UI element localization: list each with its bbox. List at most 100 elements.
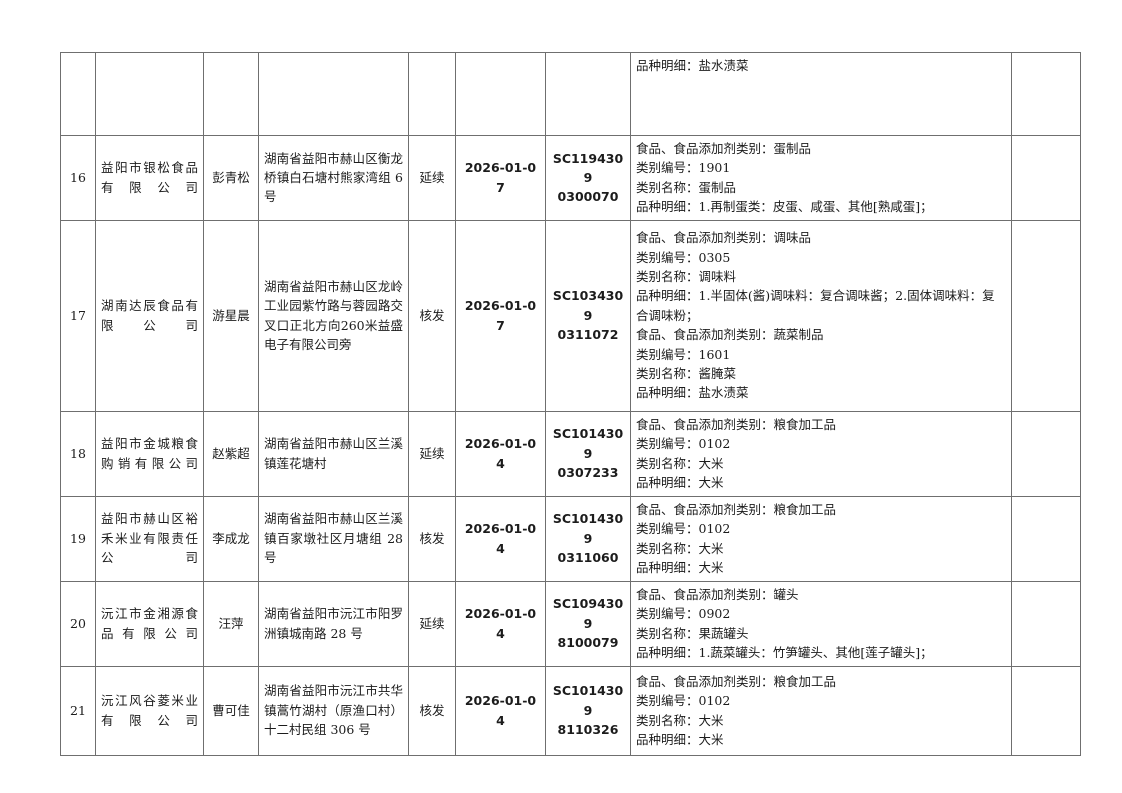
cell-address: 湖南省益阳市赫山区衡龙桥镇白石塘村熊家湾组 6 号 — [258, 135, 409, 221]
cell-index: 17 — [60, 219, 96, 412]
cell-approval-type: 延续 — [408, 135, 456, 221]
cell-date: 2026-01-04 — [455, 410, 546, 497]
cell-person: 李成龙 — [203, 495, 259, 582]
cell-remark — [1011, 495, 1081, 582]
cell-company: 益阳市赫山区裕禾米业有限责任公司 — [95, 495, 204, 582]
cell-address: 湖南省益阳市沅江市阳罗洲镇城南路 28 号 — [258, 580, 409, 667]
table-row: 18 益阳市金城粮食购销有限公司 赵紫超 湖南省益阳市赫山区兰溪镇莲花塘村 延续… — [60, 410, 1081, 497]
license-code-line-1: SC1034309 — [552, 288, 624, 323]
cell-approval-type: 延续 — [408, 580, 456, 667]
license-code-line-2: 0311060 — [557, 550, 619, 566]
detail-line: 食品、食品添加剂类别：粮食加工品 — [636, 673, 837, 689]
license-code-line-1: SC1194309 — [552, 150, 624, 186]
license-code-line-1: SC1014309 — [552, 511, 624, 546]
cell-company — [95, 52, 204, 136]
cell-food-details: 食品、食品添加剂类别：粮食加工品 类别编号：0102 类别名称：大米 品种明细：… — [630, 665, 1012, 756]
cell-index: 18 — [60, 410, 96, 497]
detail-line: 类别名称：大米 — [636, 712, 724, 728]
detail-line: 食品、食品添加剂类别：罐头 — [636, 586, 799, 602]
detail-line: 类别编号：0102 — [636, 521, 731, 537]
table-row: 21 沅江风谷菱米业有限公司 曹可佳 湖南省益阳市沅江市共华镇蒿竹湖村（原渔口村… — [60, 665, 1081, 756]
detail-line: 食品、食品添加剂类别：调味品 — [636, 230, 812, 246]
cell-index: 21 — [60, 665, 96, 756]
detail-line: 食品、食品添加剂类别：粮食加工品 — [636, 501, 837, 517]
license-code-line-2: 8100079 — [557, 635, 619, 651]
cell-company: 湖南达辰食品有限公司 — [95, 219, 204, 412]
table-row: 17 湖南达辰食品有限公司 游星晨 湖南省益阳市赫山区龙岭工业园紫竹路与蓉园路交… — [60, 219, 1081, 412]
cell-food-details: 食品、食品添加剂类别：粮食加工品 类别编号：0102 类别名称：大米 品种明细：… — [630, 495, 1012, 582]
cell-remark — [1011, 410, 1081, 497]
cell-approval-type: 核发 — [408, 665, 456, 756]
cell-index: 19 — [60, 495, 96, 582]
cell-food-details: 品种明细：盐水渍菜 — [630, 52, 1012, 136]
detail-line: 类别编号：0902 — [636, 606, 731, 622]
detail-line: 类别名称：大米 — [636, 540, 724, 556]
cell-food-details: 食品、食品添加剂类别：粮食加工品 类别编号：0102 类别名称：大米 品种明细：… — [630, 410, 1012, 497]
table-row: 19 益阳市赫山区裕禾米业有限责任公司 李成龙 湖南省益阳市赫山区兰溪镇百家墩社… — [60, 495, 1081, 582]
detail-line: 品种明细：1.蔬菜罐头：竹笋罐头、其他[莲子罐头]； — [636, 644, 933, 660]
cell-date — [455, 52, 546, 136]
detail-line: 品种明细：盐水渍菜 — [636, 58, 749, 73]
detail-line: 类别名称：果蔬罐头 — [636, 625, 749, 641]
cell-food-details: 食品、食品添加剂类别：罐头 类别编号：0902 类别名称：果蔬罐头 品种明细：1… — [630, 580, 1012, 667]
detail-line: 品种明细：大米 — [636, 474, 724, 490]
cell-date: 2026-01-07 — [455, 135, 546, 221]
detail-line: 品种明细：1.再制蛋类：皮蛋、咸蛋、其他[熟咸蛋]； — [636, 199, 933, 215]
table-body: 品种明细：盐水渍菜 16 益阳市银松食品有限公司 彭青松 湖南省益阳市赫山区衡龙… — [60, 52, 1081, 756]
cell-approval-type — [408, 52, 456, 136]
cell-remark — [1011, 52, 1081, 136]
cell-address: 湖南省益阳市赫山区兰溪镇百家墩社区月塘组 28 号 — [258, 495, 409, 582]
cell-approval-type: 核发 — [408, 495, 456, 582]
cell-address: 湖南省益阳市沅江市共华镇蒿竹湖村（原渔口村）十二村民组 306 号 — [258, 665, 409, 756]
detail-line: 类别编号：0305 — [636, 249, 731, 265]
cell-date: 2026-01-04 — [455, 665, 546, 756]
cell-license-code: SC1034309 0311072 — [545, 219, 631, 412]
license-code-line-2: 0311072 — [557, 327, 619, 343]
license-code-line-2: 0300070 — [557, 189, 619, 205]
detail-line: 食品、食品添加剂类别：粮食加工品 — [636, 416, 837, 432]
registration-table: 品种明细：盐水渍菜 16 益阳市银松食品有限公司 彭青松 湖南省益阳市赫山区衡龙… — [60, 52, 1081, 756]
license-code-line-1: SC1014309 — [552, 426, 624, 461]
cell-approval-type: 延续 — [408, 410, 456, 497]
detail-line: 类别名称：酱腌菜 — [636, 365, 737, 381]
detail-line: 类别编号：0102 — [636, 436, 731, 452]
cell-person — [203, 52, 259, 136]
detail-line: 品种明细：盐水渍菜 — [636, 385, 749, 401]
cell-date: 2026-01-04 — [455, 580, 546, 667]
cell-person: 汪萍 — [203, 580, 259, 667]
table-row: 16 益阳市银松食品有限公司 彭青松 湖南省益阳市赫山区衡龙桥镇白石塘村熊家湾组… — [60, 135, 1081, 221]
license-code-line-1: SC1014309 — [552, 683, 624, 718]
cell-license-code: SC1014309 8110326 — [545, 665, 631, 756]
table-row: 20 沅江市金湘源食品有限公司 汪萍 湖南省益阳市沅江市阳罗洲镇城南路 28 号… — [60, 580, 1081, 667]
detail-line: 类别编号：1901 — [636, 160, 731, 176]
cell-index: 20 — [60, 580, 96, 667]
cell-license-code: SC1014309 0307233 — [545, 410, 631, 497]
cell-person: 游星晨 — [203, 219, 259, 412]
cell-index: 16 — [60, 135, 96, 221]
cell-date: 2026-01-07 — [455, 219, 546, 412]
cell-person: 赵紫超 — [203, 410, 259, 497]
cell-remark — [1011, 580, 1081, 667]
license-code-line-1: SC1094309 — [552, 596, 624, 631]
cell-company: 沅江风谷菱米业有限公司 — [95, 665, 204, 756]
detail-line: 食品、食品添加剂类别：蔬菜制品 — [636, 327, 824, 343]
detail-line: 品种明细：1.半固体(酱)调味料：复合调味酱；2.固体调味料：复合调味粉； — [636, 288, 995, 323]
detail-line: 品种明细：大米 — [636, 731, 724, 747]
detail-line: 类别名称：调味料 — [636, 269, 737, 285]
cell-license-code: SC1014309 0311060 — [545, 495, 631, 582]
cell-index — [60, 52, 96, 136]
cell-address — [258, 52, 409, 136]
cell-food-details: 食品、食品添加剂类别：调味品 类别编号：0305 类别名称：调味料 品种明细：1… — [630, 219, 1012, 412]
cell-address: 湖南省益阳市赫山区龙岭工业园紫竹路与蓉园路交叉口正北方向260米益盛电子有限公司… — [258, 219, 409, 412]
cell-remark — [1011, 135, 1081, 221]
cell-remark — [1011, 219, 1081, 412]
cell-remark — [1011, 665, 1081, 756]
cell-company: 益阳市银松食品有限公司 — [95, 135, 204, 221]
cell-license-code: SC1094309 8100079 — [545, 580, 631, 667]
detail-line: 类别名称：大米 — [636, 455, 724, 471]
cell-person: 曹可佳 — [203, 665, 259, 756]
cell-company: 益阳市金城粮食购销有限公司 — [95, 410, 204, 497]
detail-line: 类别编号：1601 — [636, 346, 731, 362]
cell-license-code — [545, 52, 631, 136]
